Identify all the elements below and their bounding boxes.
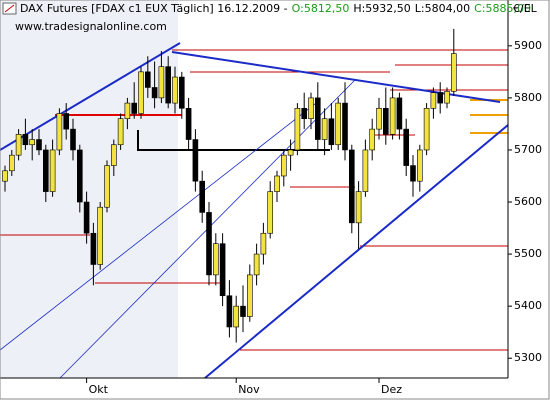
candle-body xyxy=(416,149,423,182)
y-unit: €/EL xyxy=(513,2,538,15)
candle-body xyxy=(97,206,103,265)
candle-body xyxy=(22,134,29,146)
candle-body xyxy=(450,53,457,92)
candle-body xyxy=(287,149,294,156)
header-value: H:5932,50 xyxy=(353,2,410,15)
candle-body xyxy=(247,274,253,317)
candle-body xyxy=(70,128,76,151)
icon-line xyxy=(4,4,15,13)
candle-body xyxy=(294,107,301,151)
candle-body xyxy=(444,91,450,104)
candle-body xyxy=(185,107,192,140)
candle-body xyxy=(63,113,70,130)
candle-body xyxy=(308,97,314,120)
candle-body xyxy=(328,118,335,146)
candle-body xyxy=(111,144,117,166)
candle-body xyxy=(36,139,42,151)
candle-body xyxy=(410,165,416,182)
candle-body xyxy=(49,149,56,192)
candle-body xyxy=(15,134,22,156)
candle-body xyxy=(267,191,274,234)
watermark: www.tradesignalonline.com xyxy=(15,20,167,33)
candle-body xyxy=(430,92,437,109)
candle-body xyxy=(348,149,355,224)
x-tick-label: Dez xyxy=(381,383,402,396)
candle-body xyxy=(382,107,389,135)
candle-body xyxy=(2,170,8,182)
candle-body xyxy=(56,113,63,151)
candle-body xyxy=(90,232,97,265)
candle-body xyxy=(355,191,362,224)
candle-body xyxy=(9,154,15,172)
candle-body xyxy=(240,305,246,317)
y-tick-label: 5400 xyxy=(514,299,542,312)
candle-body xyxy=(192,139,199,182)
y-tick-label: 5900 xyxy=(514,39,542,52)
header-value: C:5885,00 xyxy=(474,2,531,15)
candle-body xyxy=(151,87,158,99)
candle-body xyxy=(213,243,219,276)
candle-body xyxy=(274,175,280,192)
candle-body xyxy=(29,139,36,146)
trendline xyxy=(0,42,181,151)
candle-body xyxy=(165,66,171,104)
candle-body xyxy=(369,128,376,151)
header-value: O:5812,50 xyxy=(292,2,350,15)
candle-body xyxy=(83,201,90,234)
y-tick-label: 5300 xyxy=(514,351,542,364)
shaded-area xyxy=(0,0,178,378)
y-tick-label: 5500 xyxy=(514,247,542,260)
candle-body xyxy=(423,107,430,151)
candle-body xyxy=(437,92,444,104)
candle-body xyxy=(301,107,308,120)
candle-body xyxy=(138,71,144,114)
candle-body xyxy=(117,118,124,146)
candle-body xyxy=(389,97,396,135)
trendline xyxy=(204,124,509,379)
y-tick-label: 5700 xyxy=(514,143,542,156)
candle-body xyxy=(145,71,151,88)
candle-body xyxy=(335,102,342,146)
header-values: O:5812,50 H:5932,50 L:5804,00 C:5885,00 xyxy=(292,2,531,15)
chart-title: DAX Futures [FDAX c1 EUX Täglich] 16.12.… xyxy=(20,2,288,15)
candle-body xyxy=(342,102,348,151)
candle-body xyxy=(260,232,267,255)
candle-body xyxy=(219,243,226,297)
candle-body xyxy=(403,128,410,166)
x-tick-label: Nov xyxy=(238,383,260,396)
hline xyxy=(137,130,330,151)
x-tick-label: Okt xyxy=(89,383,109,396)
header-value: L:5804,00 xyxy=(415,2,470,15)
candle-body xyxy=(124,102,131,120)
candle-body xyxy=(104,165,110,208)
candle-body xyxy=(253,253,260,276)
y-tick-label: 5800 xyxy=(514,91,542,104)
candle-body xyxy=(280,154,287,177)
candle-body xyxy=(42,149,49,192)
candle-body xyxy=(131,102,137,114)
candle-body xyxy=(226,295,233,328)
candle-body xyxy=(206,212,212,276)
candle-body xyxy=(179,76,185,109)
y-tick-label: 5600 xyxy=(514,195,542,208)
candle-body xyxy=(77,149,83,203)
icon xyxy=(2,2,17,15)
candle-body xyxy=(362,149,369,192)
candle-body xyxy=(376,107,382,130)
candle-body xyxy=(321,118,328,140)
candles xyxy=(2,28,457,343)
candle-body xyxy=(172,76,178,104)
trendline xyxy=(0,99,321,351)
candle-body xyxy=(158,66,165,99)
candle-body xyxy=(396,97,403,130)
candle-body xyxy=(233,305,239,328)
candle-body xyxy=(199,180,205,213)
candle-body xyxy=(314,97,321,140)
